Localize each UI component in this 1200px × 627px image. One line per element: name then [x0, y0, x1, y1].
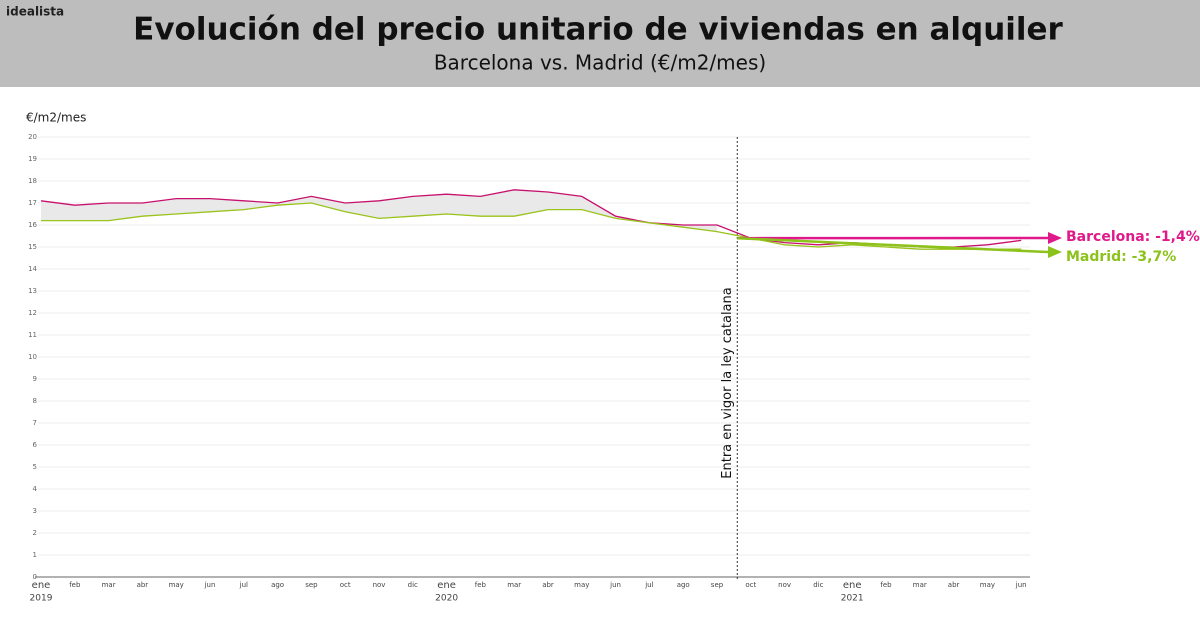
x-tick-label: sep — [711, 581, 724, 589]
y-tick-label: 8 — [33, 397, 37, 405]
y-tick-label: 18 — [28, 177, 37, 185]
series-line — [41, 202, 1022, 250]
gap-area — [41, 189, 717, 232]
x-tick-label: feb — [69, 581, 81, 589]
x-tick-label: ago — [271, 581, 284, 589]
x-tick-label: mar — [102, 581, 116, 589]
x-tick-label: feb — [475, 581, 487, 589]
y-tick-label: 1 — [33, 551, 37, 559]
x-tick-label: abr — [948, 581, 960, 589]
y-tick-label: 19 — [28, 155, 37, 163]
x-tick-label: oct — [745, 581, 756, 589]
x-tick-label: may — [574, 581, 589, 589]
x-tick-label: ago — [677, 581, 690, 589]
chart-title: Evolución del precio unitario de viviend… — [133, 12, 1063, 48]
header-band — [0, 0, 1200, 87]
y-tick-label: 20 — [28, 133, 37, 141]
x-tick-label: ene — [843, 580, 862, 591]
end-label: Madrid: -3,7% — [1066, 249, 1176, 265]
y-tick-label: 16 — [28, 221, 37, 229]
y-tick-label: 15 — [28, 243, 37, 251]
y-tick-label: 4 — [33, 485, 38, 493]
trend-arrow-head — [1048, 246, 1062, 258]
y-tick-label: 17 — [28, 199, 37, 207]
x-tick-label: oct — [340, 581, 351, 589]
chart-subtitle: Barcelona vs. Madrid (€/m2/mes) — [434, 51, 766, 75]
x-year-label: 2020 — [435, 594, 458, 604]
brand: idealista — [6, 5, 64, 19]
y-tick-label: 6 — [33, 441, 38, 449]
y-tick-label: 11 — [28, 331, 37, 339]
x-tick-label: sep — [305, 581, 318, 589]
y-tick-label: 5 — [33, 463, 37, 471]
y-tick-label: 13 — [28, 287, 37, 295]
y-tick-label: 7 — [33, 419, 37, 427]
x-tick-label: abr — [137, 581, 149, 589]
x-tick-label: may — [980, 581, 995, 589]
x-year-label: 2019 — [30, 594, 53, 604]
y-tick-label: 14 — [28, 265, 37, 273]
x-tick-label: ene — [437, 580, 456, 591]
x-tick-label: jun — [609, 581, 621, 589]
y-tick-label: 10 — [28, 353, 37, 361]
event-label: Entra en vigor la ley catalana — [720, 287, 735, 478]
x-tick-label: ene — [32, 580, 51, 591]
x-tick-label: abr — [542, 581, 554, 589]
x-tick-label: nov — [778, 581, 791, 589]
x-tick-label: jun — [1015, 581, 1027, 589]
x-tick-label: dic — [813, 581, 823, 589]
trend-arrow — [737, 236, 1049, 254]
x-tick-label: feb — [880, 581, 892, 589]
x-tick-label: may — [169, 581, 184, 589]
y-tick-label: 0 — [33, 573, 37, 581]
trend-arrow-head — [1048, 232, 1062, 244]
x-tick-label: jul — [239, 581, 248, 589]
x-tick-label: dic — [408, 581, 418, 589]
x-tick-label: jun — [204, 581, 216, 589]
x-tick-label: mar — [913, 581, 927, 589]
y-tick-label: 2 — [33, 529, 37, 537]
x-year-label: 2021 — [841, 594, 864, 604]
y-axis-label: €/m2/mes — [26, 111, 86, 125]
y-tick-label: 3 — [33, 507, 37, 515]
x-tick-label: jul — [644, 581, 653, 589]
end-label: Barcelona: -1,4% — [1066, 229, 1200, 245]
x-tick-label: mar — [507, 581, 521, 589]
y-tick-label: 12 — [28, 309, 37, 317]
y-tick-label: 9 — [33, 375, 37, 383]
x-tick-label: nov — [373, 581, 386, 589]
